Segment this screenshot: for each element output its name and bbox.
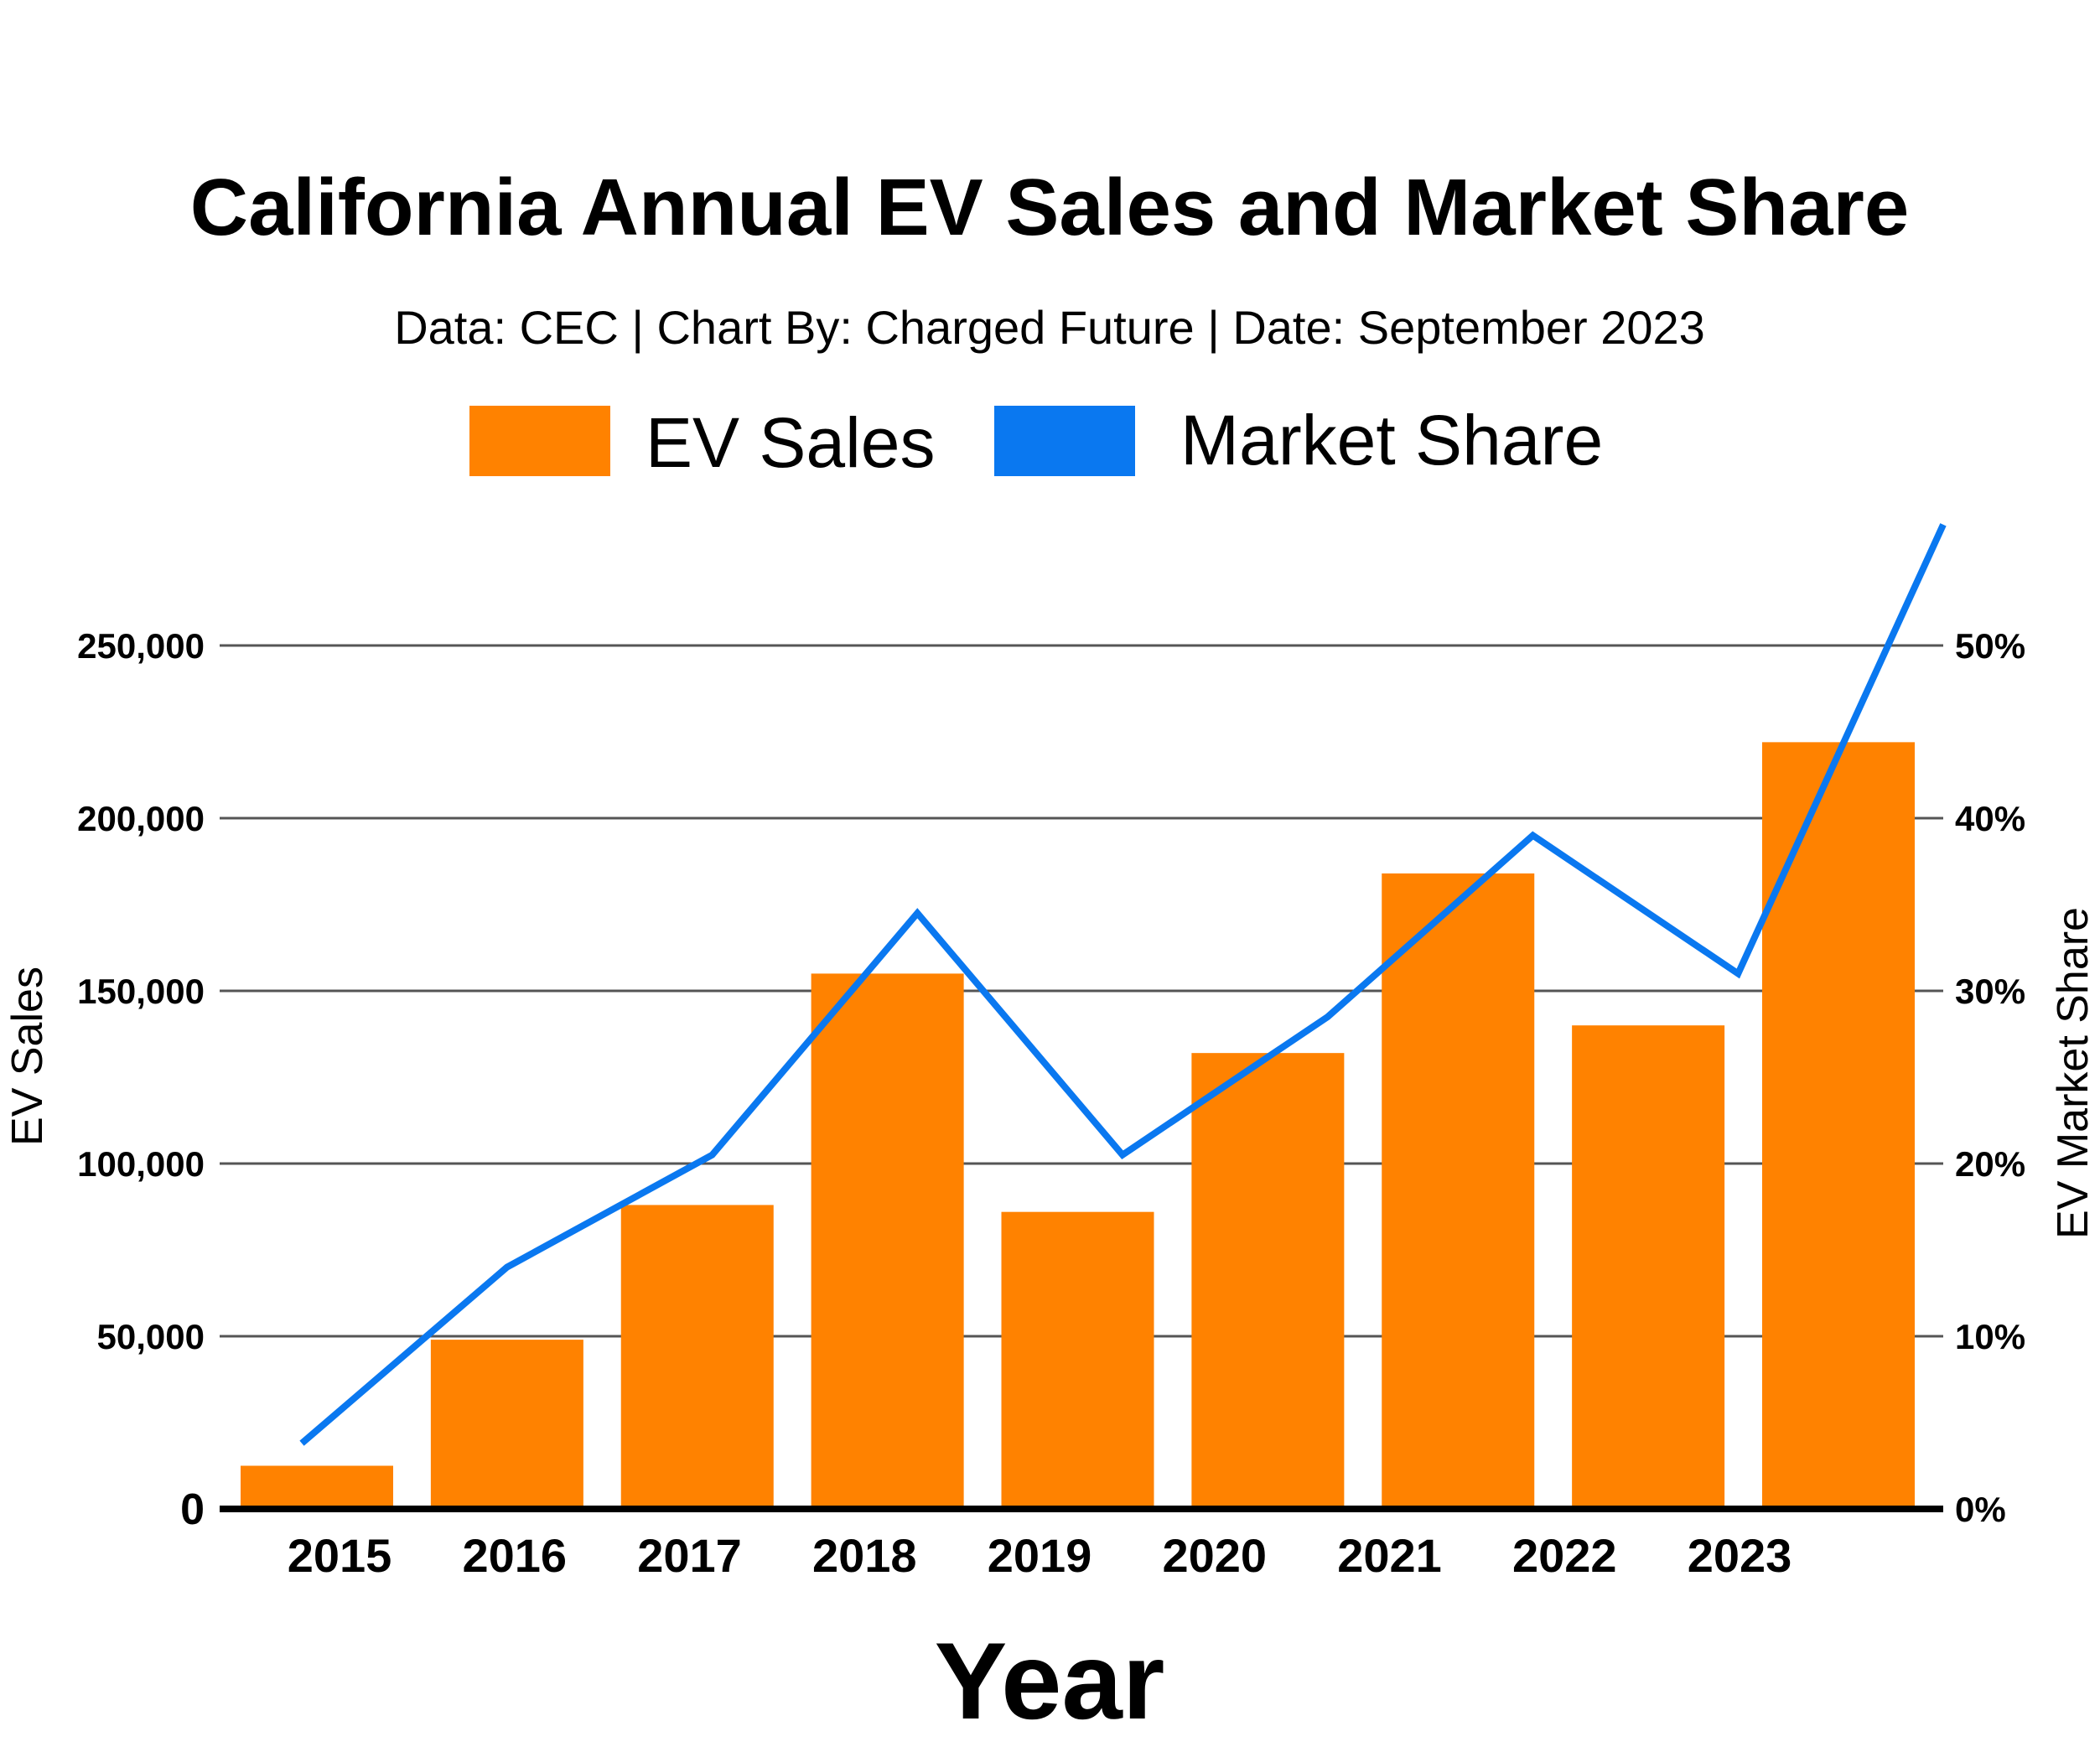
right-tick-label: 30% bbox=[1955, 972, 2025, 1011]
bar-2020 bbox=[1191, 1053, 1345, 1509]
y-axis-title-right: EV Market Share bbox=[2049, 907, 2097, 1239]
legend-swatch-market-share bbox=[994, 406, 1135, 476]
legend-label-ev-sales: EV Sales bbox=[646, 403, 936, 482]
x-tick-label: 2019 bbox=[988, 1529, 1092, 1582]
bar-2021 bbox=[1382, 873, 1535, 1509]
x-tick-label: 2015 bbox=[288, 1529, 392, 1582]
left-tick-label: 100,000 bbox=[77, 1144, 205, 1184]
x-tick-label: 2023 bbox=[1688, 1529, 1792, 1582]
bar-2018 bbox=[811, 973, 964, 1509]
bar-2017 bbox=[620, 1205, 774, 1509]
y-axis-title-left: EV Sales bbox=[3, 967, 52, 1146]
bar-2015 bbox=[241, 1465, 393, 1509]
bar-2023 bbox=[1762, 742, 1915, 1509]
legend: EV Sales Market Share bbox=[469, 401, 1603, 482]
x-tick-label: 2016 bbox=[462, 1529, 567, 1582]
left-tick-label: 250,000 bbox=[77, 626, 205, 666]
bar-2022 bbox=[1572, 1025, 1725, 1509]
legend-label-market-share: Market Share bbox=[1180, 401, 1603, 480]
market-share-polyline bbox=[299, 523, 1947, 1446]
right-tick-label: 0% bbox=[1955, 1490, 2006, 1529]
x-tick-label: 2020 bbox=[1162, 1529, 1267, 1582]
left-tick-label: 0 bbox=[180, 1485, 205, 1534]
x-axis-ticks: 2015 2016 2017 2018 2019 2020 2021 2022 2023 bbox=[288, 1529, 1792, 1582]
chart-subtitle: Data: CEC | Chart By: Charged Future | D… bbox=[394, 301, 1705, 354]
market-share-line bbox=[299, 523, 1947, 1446]
right-axis-ticks: 0% 10% 20% 30% 40% 50% bbox=[1955, 626, 2025, 1529]
right-tick-label: 20% bbox=[1955, 1144, 2025, 1184]
left-tick-label: 50,000 bbox=[97, 1317, 205, 1356]
left-axis-ticks: 0 50,000 100,000 150,000 200,000 250,000 bbox=[77, 626, 205, 1534]
right-tick-label: 50% bbox=[1955, 626, 2025, 666]
bar-2016 bbox=[430, 1340, 583, 1509]
legend-swatch-ev-sales bbox=[469, 406, 610, 476]
left-tick-label: 150,000 bbox=[77, 972, 205, 1011]
right-tick-label: 10% bbox=[1955, 1317, 2025, 1356]
x-tick-label: 2022 bbox=[1512, 1529, 1617, 1582]
x-tick-label: 2021 bbox=[1337, 1529, 1442, 1582]
x-axis-title: Year bbox=[935, 1620, 1165, 1742]
left-tick-label: 200,000 bbox=[77, 799, 205, 838]
chart-title: California Annual EV Sales and Market Sh… bbox=[190, 163, 1909, 252]
bars bbox=[241, 742, 1915, 1509]
x-tick-label: 2017 bbox=[637, 1529, 742, 1582]
bar-2019 bbox=[1001, 1211, 1154, 1509]
x-tick-label: 2018 bbox=[812, 1529, 917, 1582]
right-tick-label: 40% bbox=[1955, 799, 2025, 838]
